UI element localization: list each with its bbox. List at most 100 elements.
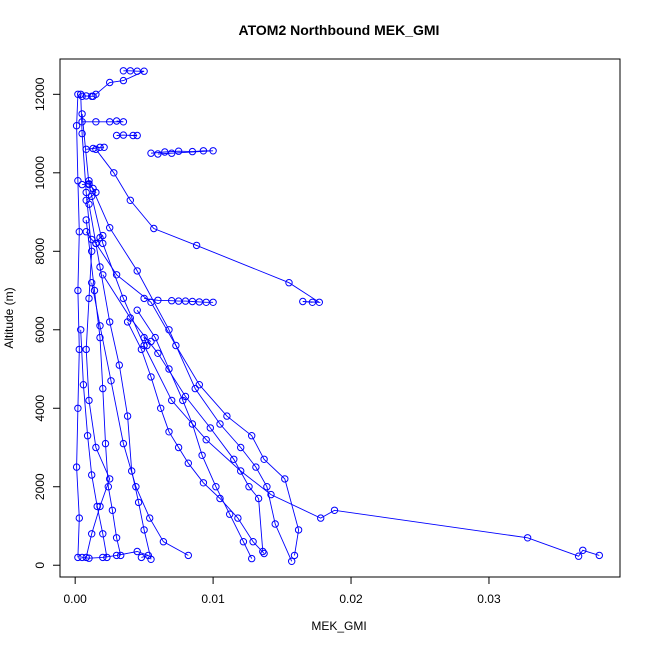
data-point [299, 297, 307, 306]
data-point [89, 144, 97, 153]
data-point [78, 180, 86, 189]
data-point [75, 514, 84, 522]
y-tick-label: 6000 [33, 316, 47, 343]
data-point [259, 547, 267, 556]
data-point [133, 267, 141, 275]
data-point [140, 67, 148, 75]
data-point [216, 420, 224, 428]
data-point [181, 297, 190, 305]
data-point [85, 396, 93, 405]
data-point [144, 551, 153, 560]
data-point [78, 110, 86, 118]
data-point [237, 443, 245, 452]
data-point [595, 551, 603, 560]
data-point [216, 494, 224, 503]
data-point [99, 239, 107, 248]
data-point [133, 547, 141, 556]
data-point [290, 551, 299, 560]
data-point [82, 145, 90, 154]
data-point [72, 122, 81, 130]
data-point [574, 552, 583, 560]
data-point [77, 90, 85, 99]
data-point [143, 341, 151, 350]
x-axis: 0.00 0.01 0.02 0.03 [63, 576, 501, 606]
data-point [202, 436, 210, 444]
data-point [260, 455, 268, 463]
data-point [192, 241, 201, 250]
data-point [85, 554, 93, 562]
data-point [248, 432, 256, 440]
data-point [88, 247, 96, 256]
data-point [315, 298, 323, 306]
series-line-5 [88, 180, 293, 562]
data-point [168, 297, 176, 305]
data-point [88, 471, 96, 479]
data-point [202, 298, 210, 306]
series-line-6 [102, 274, 264, 552]
data-point [132, 483, 140, 491]
data-point [115, 361, 124, 369]
data-point [179, 396, 187, 405]
x-tick-label: 0.02 [339, 592, 363, 606]
data-point [133, 306, 141, 314]
series-line-9 [85, 219, 122, 556]
data-point [99, 231, 107, 240]
data-point [281, 475, 289, 483]
data-point [78, 553, 86, 562]
data-point [254, 494, 263, 503]
data-point [165, 365, 173, 373]
data-point [96, 263, 104, 271]
y-axis: 0 2000 4000 6000 8000 10000 12000 [33, 77, 61, 569]
x-tick-label: 0.03 [477, 592, 501, 606]
data-point [106, 224, 114, 232]
data-point [184, 459, 193, 467]
y-tick-label: 0 [33, 562, 47, 569]
data-point [78, 118, 86, 126]
y-tick-label: 4000 [33, 395, 47, 422]
y-tick-label: 12000 [33, 77, 47, 111]
data-point [134, 498, 143, 507]
data-point [88, 530, 96, 538]
series-lines [76, 70, 600, 562]
data-point [140, 294, 148, 303]
data-point [133, 131, 141, 140]
data-point [92, 118, 100, 126]
data-point [523, 534, 532, 542]
series-line-12 [80, 329, 108, 558]
data-point [85, 294, 93, 303]
data-point [128, 467, 136, 475]
data-point [140, 333, 148, 342]
data-point [79, 381, 88, 389]
data-point [123, 412, 132, 420]
data-point [74, 553, 82, 562]
data-point [88, 192, 96, 201]
data-point [106, 318, 114, 326]
data-point [85, 177, 93, 185]
data-point [263, 483, 271, 491]
data-point [147, 373, 155, 381]
data-point [119, 131, 128, 139]
data-point [198, 451, 206, 459]
data-point [74, 404, 82, 412]
data-point [99, 553, 107, 562]
data-point [209, 298, 217, 306]
data-point [126, 67, 135, 75]
data-point [137, 553, 146, 562]
data-point [106, 475, 114, 483]
data-point [137, 345, 146, 354]
data-point [93, 502, 101, 511]
data-point [112, 551, 121, 560]
data-point [96, 502, 104, 511]
data-point [129, 131, 137, 140]
data-point [248, 554, 256, 563]
y-tick-label: 10000 [33, 156, 47, 190]
data-point [119, 439, 128, 448]
data-point [110, 169, 118, 177]
data-point [82, 188, 90, 197]
data-point [99, 271, 107, 279]
data-point [88, 279, 96, 287]
y-tick-label: 2000 [33, 473, 47, 500]
x-tick-label: 0.01 [201, 592, 225, 606]
data-point [106, 118, 114, 126]
data-point [168, 396, 176, 405]
